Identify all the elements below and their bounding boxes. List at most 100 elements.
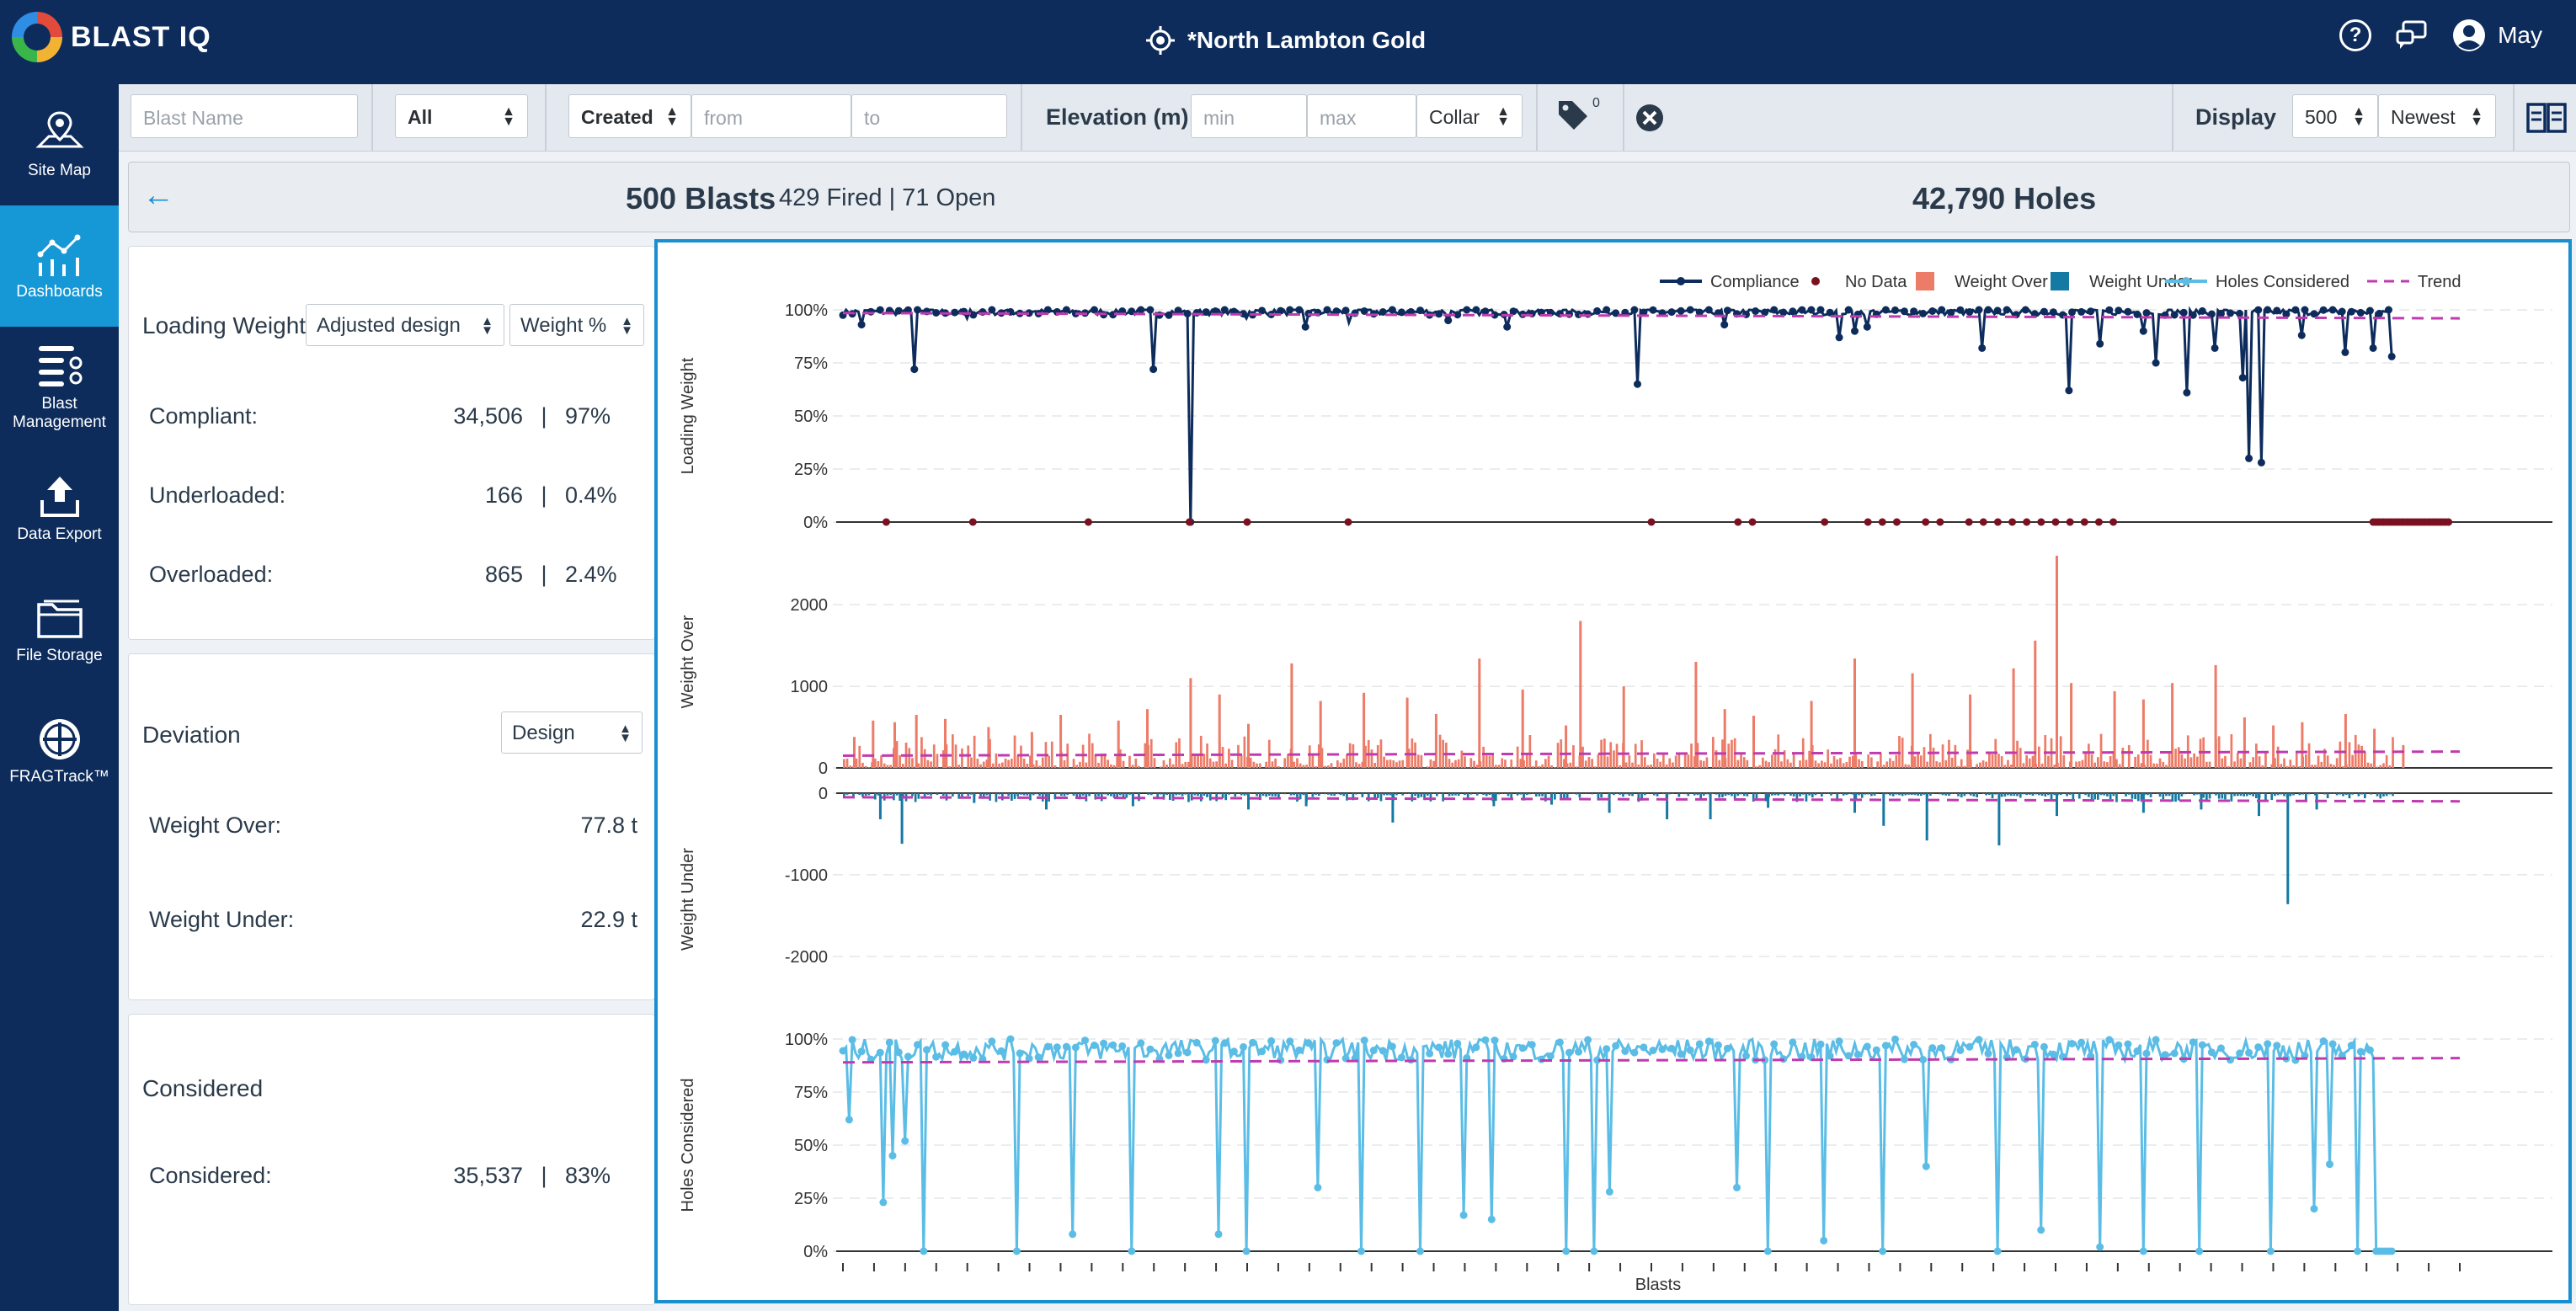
- weight-under-bar: [2062, 793, 2066, 794]
- deviation-select[interactable]: Design ▲ ▼: [501, 711, 643, 754]
- weight-under-bar: [1740, 793, 1742, 795]
- back-arrow-icon[interactable]: ←: [142, 178, 174, 213]
- compliance-point: [2133, 310, 2141, 318]
- weight-under-bar: [1901, 793, 1904, 797]
- weight-under-bar: [1944, 793, 1948, 796]
- weight-under-bar: [1029, 793, 1032, 801]
- compliance-point: [1901, 307, 1908, 316]
- design-select[interactable]: Adjusted design ▲ ▼: [306, 304, 504, 346]
- weight-over-bar: [2019, 748, 2022, 768]
- top-bar: BLAST IQ *North Lambton Gold ? May: [0, 0, 2576, 84]
- blastiq-logo[interactable]: BLAST IQ: [12, 12, 211, 62]
- weight-under-bar: [1219, 793, 1221, 795]
- weight-over-bar: [1162, 760, 1165, 768]
- blast-name-input[interactable]: Blast Name: [131, 94, 358, 138]
- weight-under-bar: [1352, 793, 1355, 801]
- no-data-point: [1647, 518, 1656, 526]
- compliance-point: [2264, 306, 2272, 314]
- row-percent: 83%: [565, 1163, 611, 1188]
- book-icon[interactable]: [2525, 101, 2568, 135]
- weight-under-bar: [1212, 793, 1215, 794]
- compliance-point: [2068, 308, 2076, 317]
- weight-under-bar: [914, 793, 917, 802]
- help-icon[interactable]: ?: [2339, 19, 2372, 51]
- weight-over-bar: [1048, 755, 1050, 768]
- holes-considered-point: [2217, 1044, 2225, 1053]
- nav-file-storage[interactable]: File Storage: [0, 569, 119, 690]
- weight-under-bar: [1705, 793, 1709, 795]
- display-count-select[interactable]: 500 ▲ ▼: [2292, 94, 2378, 138]
- divider: [1021, 84, 1022, 152]
- weight-over-bar: [2134, 756, 2136, 768]
- weight-over-bar: [954, 744, 957, 768]
- compliance-point: [1277, 306, 1285, 315]
- holes-considered-point: [845, 1116, 853, 1124]
- clear-filters-icon[interactable]: [1635, 103, 1665, 133]
- weight-under-bar: [2339, 793, 2342, 795]
- weight-under-bar: [2264, 793, 2267, 801]
- weight-over-bar: [911, 758, 914, 768]
- weight-over-bar: [1478, 658, 1481, 768]
- nav-fragtrack[interactable]: FRAGTrack™: [0, 690, 119, 812]
- weight-under-bar: [1342, 793, 1346, 797]
- elevation-max-input[interactable]: max: [1307, 94, 1416, 138]
- weight-under-bar: [1026, 793, 1029, 796]
- weight-under-bar: [1690, 793, 1693, 794]
- weight-under-bar: [1541, 793, 1544, 797]
- no-data-point: [1864, 518, 1872, 526]
- weight-under-bar: [2317, 793, 2320, 795]
- blast-chart[interactable]: Compliance No Data Weight Over Weight Under…: [658, 242, 2568, 1300]
- user-menu[interactable]: May: [2452, 19, 2542, 52]
- elevation-ref-select[interactable]: Collar ▲ ▼: [1416, 94, 1523, 138]
- holes-considered-point: [904, 1053, 912, 1061]
- tag-filter[interactable]: 0: [1555, 96, 1600, 136]
- compliance-point: [1183, 310, 1192, 317]
- weight-over-bar: [979, 764, 982, 768]
- date-to-input[interactable]: to: [851, 94, 1007, 138]
- weight-over-bar: [1758, 765, 1761, 768]
- nav-site-map[interactable]: Site Map: [0, 84, 119, 205]
- weight-under-bar: [1247, 793, 1250, 810]
- compliance-point: [2179, 308, 2188, 317]
- weight-over-bar: [1749, 767, 1752, 768]
- nav-data-export[interactable]: Data Export: [0, 448, 119, 569]
- nav-dashboards[interactable]: Dashboards: [0, 205, 119, 327]
- holes-considered-point: [1853, 1050, 1862, 1058]
- weight-under-bar: [1609, 793, 1613, 794]
- site-selector[interactable]: *North Lambton Gold: [1145, 25, 1426, 56]
- nav-blast-management[interactable]: Blast Management: [0, 327, 119, 448]
- chat-icon[interactable]: [2395, 19, 2429, 51]
- date-type-select[interactable]: Created ▲ ▼: [568, 94, 691, 138]
- weight-over-bar: [1488, 755, 1491, 768]
- weight-under-bar: [1320, 793, 1324, 794]
- weight-over-bar: [1131, 765, 1134, 768]
- holes-considered-point: [2077, 1038, 2086, 1047]
- weight-over-bar: [1997, 754, 2000, 768]
- weight-over-bar: [1495, 765, 1497, 768]
- weight-over-bar: [1643, 757, 1646, 768]
- weight-under-bar: [1681, 793, 1683, 794]
- weight-over-bar: [1423, 767, 1426, 768]
- weight-under-bar: [1379, 793, 1383, 802]
- compliance-point: [951, 308, 959, 317]
- weight-under-bar: [1532, 793, 1534, 795]
- weight-under-bar: [2252, 793, 2254, 797]
- weight-over-bar: [1988, 752, 1991, 768]
- unit-select[interactable]: Weight % ▲ ▼: [509, 304, 644, 346]
- weight-over-bar: [908, 748, 911, 768]
- weight-over-bar: [1308, 745, 1311, 768]
- holes-considered-point: [1453, 1039, 1462, 1047]
- weight-over-bar: [2077, 761, 2081, 768]
- compliance-point: [988, 306, 996, 314]
- weight-under-bar: [1969, 793, 1972, 796]
- sort-select[interactable]: Newest ▲ ▼: [2378, 94, 2496, 138]
- compliance-point: [1975, 306, 1983, 314]
- date-from-input[interactable]: from: [691, 94, 851, 138]
- compliance-point: [1388, 306, 1396, 314]
- weight-under-bar: [1475, 793, 1479, 796]
- weight-under-bar: [1771, 793, 1773, 796]
- weight-over-bar: [917, 763, 920, 768]
- compliance-point: [1928, 307, 1937, 315]
- elevation-min-input[interactable]: min: [1191, 94, 1307, 138]
- status-select[interactable]: All ▲ ▼: [395, 94, 528, 138]
